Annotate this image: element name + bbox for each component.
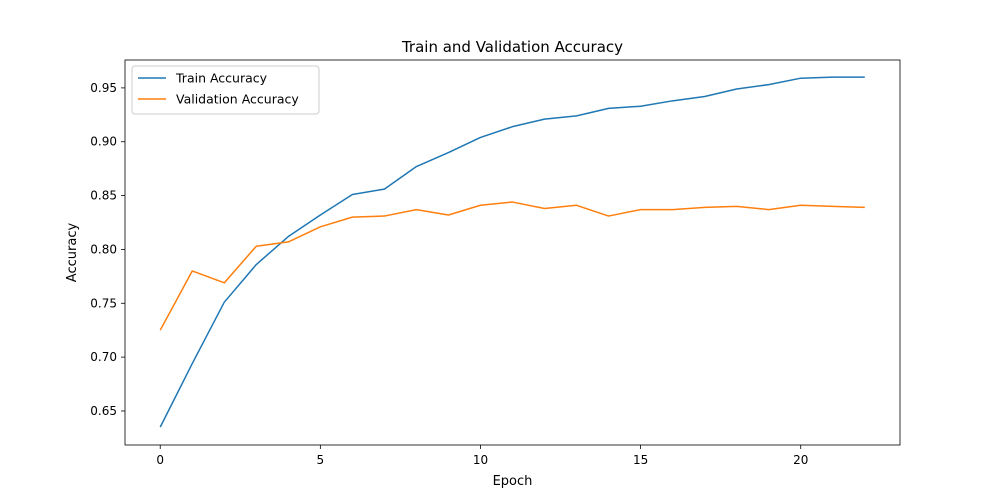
series-layer <box>159 76 865 428</box>
x-tick-label: 10 <box>473 453 488 467</box>
x-tick-label: 0 <box>156 453 164 467</box>
y-tick-label: 0.65 <box>90 404 117 418</box>
legend-label-1: Validation Accuracy <box>176 92 299 107</box>
series-line-1 <box>159 201 865 331</box>
x-tick-label: 20 <box>793 453 808 467</box>
y-tick-label: 0.85 <box>90 189 117 203</box>
y-tick-label: 0.80 <box>90 242 117 256</box>
y-axis-label: Accuracy <box>65 223 80 283</box>
chart-title: Train and Validation Accuracy <box>401 38 623 56</box>
y-tick-label: 0.90 <box>90 135 117 149</box>
plot-frame <box>124 59 901 446</box>
axes-layer <box>124 59 901 446</box>
series-line-0 <box>159 76 865 428</box>
ticks-layer: 0 5 10 15 20 0.65 0.70 0.75 0.80 0.85 0.90 0.95 <box>90 81 808 467</box>
legend: Train Accuracy Validation Accuracy <box>131 65 320 115</box>
y-tick-label: 0.75 <box>90 296 117 310</box>
x-tick-label: 15 <box>633 453 648 467</box>
y-tick-label: 0.70 <box>90 350 117 364</box>
legend-box <box>131 65 320 115</box>
y-tick-label: 0.95 <box>90 81 117 95</box>
legend-label-0: Train Accuracy <box>175 71 268 86</box>
x-axis-label: Epoch <box>493 474 533 489</box>
x-tick-label: 5 <box>317 453 325 467</box>
